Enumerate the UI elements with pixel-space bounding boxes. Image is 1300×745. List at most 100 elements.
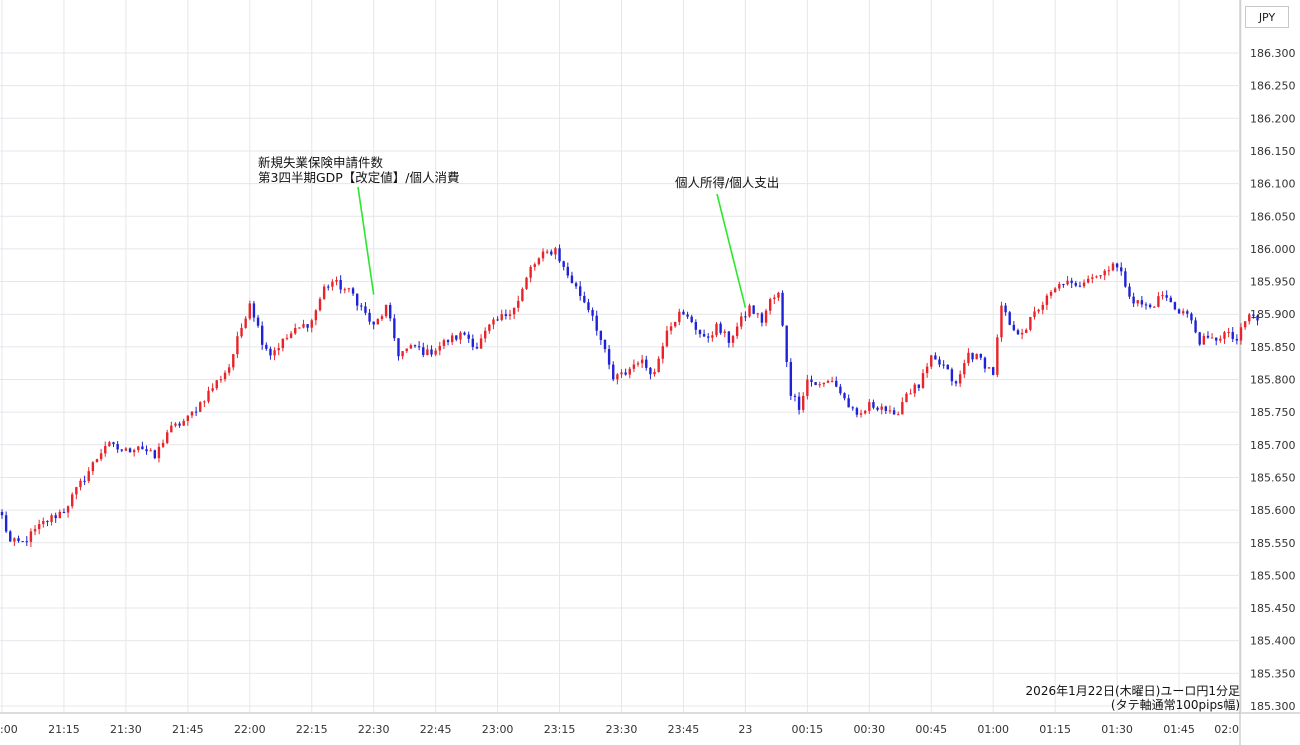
- chart-info-line2: (タテ軸通常100pips幅): [1111, 697, 1240, 712]
- annotation-label: 第3四半期GDP【改定値】/個人消費: [258, 170, 460, 185]
- candle-body: [567, 267, 569, 276]
- candle-body: [641, 360, 643, 364]
- candle-body: [856, 408, 858, 415]
- x-tick-label: 22:15: [296, 723, 328, 736]
- candle-body: [42, 521, 44, 524]
- candle-body: [443, 340, 445, 346]
- candle-body: [1161, 295, 1163, 296]
- candle-body: [814, 382, 816, 385]
- candle-body: [480, 338, 482, 348]
- candle-body: [765, 311, 767, 323]
- candle-body: [558, 248, 560, 261]
- candle-body: [1199, 332, 1201, 344]
- candle-body: [183, 421, 185, 426]
- candle-body: [331, 282, 333, 287]
- y-tick-label: 185.300: [1250, 700, 1296, 713]
- candle-body: [914, 385, 916, 394]
- candle-body: [373, 322, 375, 325]
- candle-body: [75, 487, 77, 494]
- candle-body: [732, 336, 734, 343]
- candle-body: [657, 359, 659, 372]
- candle-body: [988, 367, 990, 368]
- candle-body: [137, 446, 139, 450]
- candle-body: [116, 444, 118, 449]
- candle-body: [864, 411, 866, 413]
- x-tick-label: 01:30: [1101, 723, 1133, 736]
- candle-body: [232, 354, 234, 367]
- candle-body: [823, 383, 825, 385]
- candle-body: [542, 252, 544, 259]
- candle-body: [1017, 330, 1019, 334]
- candle-body: [996, 337, 998, 375]
- x-tick-label: 22:00: [234, 723, 266, 736]
- candle-body: [1087, 279, 1089, 283]
- y-tick-label: 185.700: [1250, 439, 1296, 452]
- candle-body: [901, 402, 903, 414]
- candle-body: [290, 333, 292, 337]
- y-tick-label: 185.500: [1250, 569, 1296, 582]
- candle-body: [1190, 314, 1192, 321]
- candle-body: [562, 261, 564, 267]
- candle-body: [695, 322, 697, 330]
- candle-body: [930, 355, 932, 366]
- y-tick-label: 185.850: [1250, 341, 1296, 354]
- candle-body: [377, 319, 379, 324]
- candle-body: [501, 314, 503, 320]
- candle-body: [1132, 297, 1134, 304]
- candle-body: [348, 288, 350, 289]
- candle-body: [158, 447, 160, 458]
- y-tick-label: 185.600: [1250, 504, 1296, 517]
- candle-body: [554, 248, 556, 254]
- candle-body: [538, 258, 540, 264]
- candle-body: [885, 407, 887, 411]
- candle-body: [876, 408, 878, 410]
- y-tick-label: 186.250: [1250, 80, 1296, 93]
- candle-body: [311, 320, 313, 327]
- candle-body: [637, 363, 639, 364]
- candle-body: [195, 412, 197, 413]
- candle-body: [798, 397, 800, 410]
- x-tick-label: 21:15: [48, 723, 80, 736]
- candle-body: [918, 385, 920, 388]
- candle-body: [67, 506, 69, 512]
- candle-body: [653, 372, 655, 374]
- candle-body: [587, 302, 589, 310]
- candle-body: [616, 374, 618, 379]
- x-tick-label: 23:30: [606, 723, 638, 736]
- candle-body: [934, 355, 936, 359]
- candle-body: [282, 339, 284, 348]
- candle-body: [1236, 339, 1238, 341]
- candle-body: [802, 396, 804, 410]
- candle-body: [1, 512, 3, 515]
- candles: [1, 244, 1259, 546]
- candle-body: [92, 462, 94, 471]
- candle-body: [265, 345, 267, 349]
- candle-body: [426, 349, 428, 355]
- candle-body: [496, 319, 498, 320]
- candle-body: [1042, 305, 1044, 310]
- x-tick-label: 21:30: [110, 723, 142, 736]
- candle-body: [1070, 281, 1072, 283]
- candle-body: [129, 448, 131, 452]
- candle-body: [344, 289, 346, 290]
- candle-body: [955, 381, 957, 383]
- candle-body: [319, 299, 321, 310]
- x-tick-label: 23: [738, 723, 752, 736]
- x-tick-label: :00: [0, 723, 18, 736]
- candle-body: [356, 294, 358, 306]
- candle-body: [269, 349, 271, 356]
- candle-body: [715, 324, 717, 336]
- candle-body: [26, 541, 28, 542]
- candle-body: [1037, 310, 1039, 312]
- candle-body: [162, 443, 164, 447]
- candle-body: [905, 394, 907, 402]
- annotation-line: [717, 194, 745, 308]
- candle-body: [534, 264, 536, 267]
- candle-body: [71, 494, 73, 506]
- candle-body: [1099, 275, 1101, 276]
- candle-body: [141, 446, 143, 449]
- candle-body: [608, 349, 610, 365]
- candle-body: [1141, 300, 1143, 304]
- candle-body: [909, 393, 911, 394]
- candle-body: [492, 319, 494, 324]
